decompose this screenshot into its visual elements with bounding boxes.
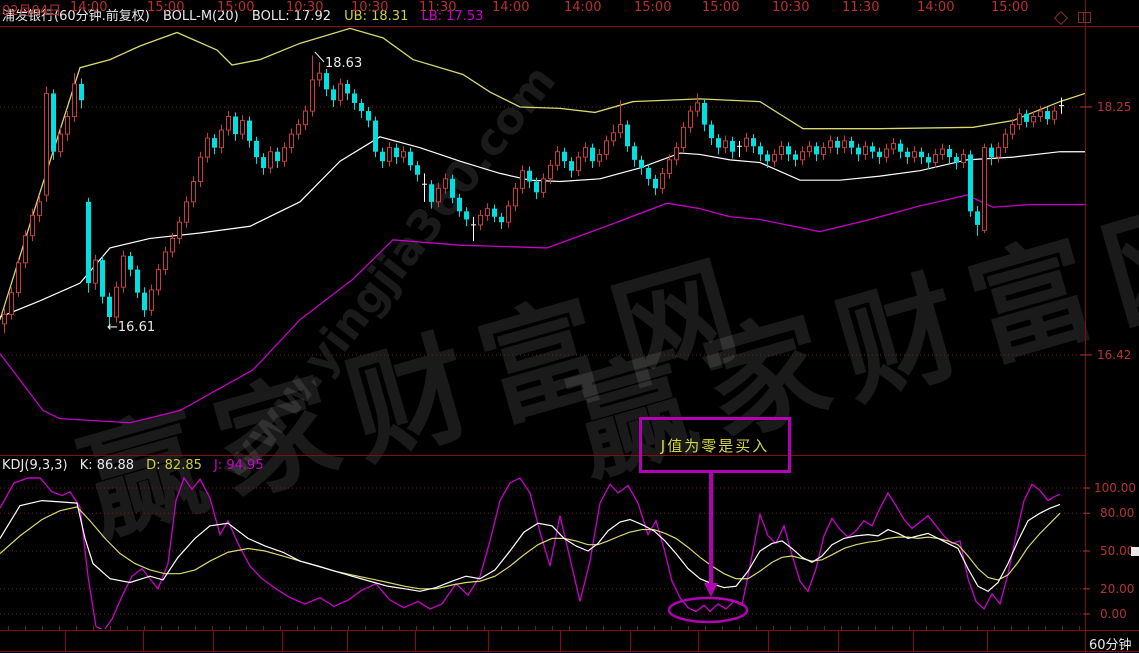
- time-axis-label: 10:30: [772, 0, 810, 15]
- time-axis-label: 15:00: [991, 0, 1029, 15]
- high-price-annotation: 18.63: [325, 56, 363, 71]
- time-axis-label: 11:30: [842, 0, 880, 15]
- high-annotation-arrow: [314, 51, 325, 63]
- kdj-indicator-name[interactable]: KDJ(9,3,3): [2, 458, 68, 473]
- annotation-callout-box[interactable]: J值为零是买入: [639, 417, 791, 473]
- time-axis-label: 14:00: [492, 0, 530, 15]
- time-axis-label: 14:00: [70, 0, 108, 15]
- kdj-caption: KDJ(9,3,3) K: 86.88 D: 82.85 J: 94.95: [2, 458, 272, 473]
- time-axis-label: 11:30: [419, 0, 457, 15]
- low-price-annotation: ←16.61: [107, 320, 156, 335]
- time-axis-label: 10:30: [286, 0, 324, 15]
- time-axis-label: 15:00: [147, 0, 185, 15]
- indicator-name[interactable]: BOLL-M(20): [162, 9, 239, 24]
- time-axis-label: 10:30: [351, 0, 389, 15]
- time-axis-label: 14:00: [917, 0, 955, 15]
- window-controls: [1053, 7, 1092, 25]
- kdj-axis-label: 50.00: [1100, 544, 1135, 558]
- time-axis-lines: [8, 626, 1086, 651]
- time-axis-label: 15:00: [702, 0, 740, 15]
- kdj-k-value: K: 86.88: [79, 458, 134, 473]
- tile-divider: [1083, 13, 1085, 22]
- kdj-lines: [0, 476, 1061, 629]
- boll-value: BOLL: 17.92: [251, 9, 332, 24]
- kdj-axis-label: 80.00: [1100, 506, 1135, 521]
- candles: [2, 55, 1064, 334]
- bollinger-bands: [0, 27, 1085, 424]
- period-label[interactable]: 60分钟: [1089, 638, 1132, 653]
- lb-value: LB: 17.53: [421, 9, 484, 24]
- price-axis-label: 18.25: [1097, 100, 1132, 114]
- callout-text: J值为零是买入: [660, 436, 770, 455]
- price-axis-label: 16.42: [1097, 347, 1132, 362]
- kdj-axis-label: 0.00: [1100, 607, 1127, 621]
- kdj-d-value: D: 82.85: [146, 458, 202, 473]
- symbol-title: 浦发银行(60分钟.前复权): [2, 9, 150, 24]
- kdj-axis-label: 100.00: [1094, 481, 1136, 495]
- ub-value: UB: 18.31: [344, 9, 409, 24]
- time-axis-label: 15:00: [217, 0, 255, 15]
- time-axis-label: 14:00: [564, 0, 602, 15]
- kdj-j-value: J: 94.95: [214, 458, 264, 473]
- scroll-edge-marker[interactable]: [1131, 547, 1139, 556]
- callout-arrow-graphics: [667, 470, 749, 624]
- time-axis-label: 15:00: [634, 0, 672, 15]
- kdj-axis-label: 20.00: [1100, 581, 1135, 596]
- window-tile-icon[interactable]: [1078, 12, 1092, 23]
- time-axis-label: 02月04日: [2, 4, 62, 19]
- main-gridlines: [0, 106, 1092, 356]
- chart-title-bar: 浦发银行(60分钟.前复权) BOLL-M(20) BOLL: 17.92 UB…: [2, 5, 492, 24]
